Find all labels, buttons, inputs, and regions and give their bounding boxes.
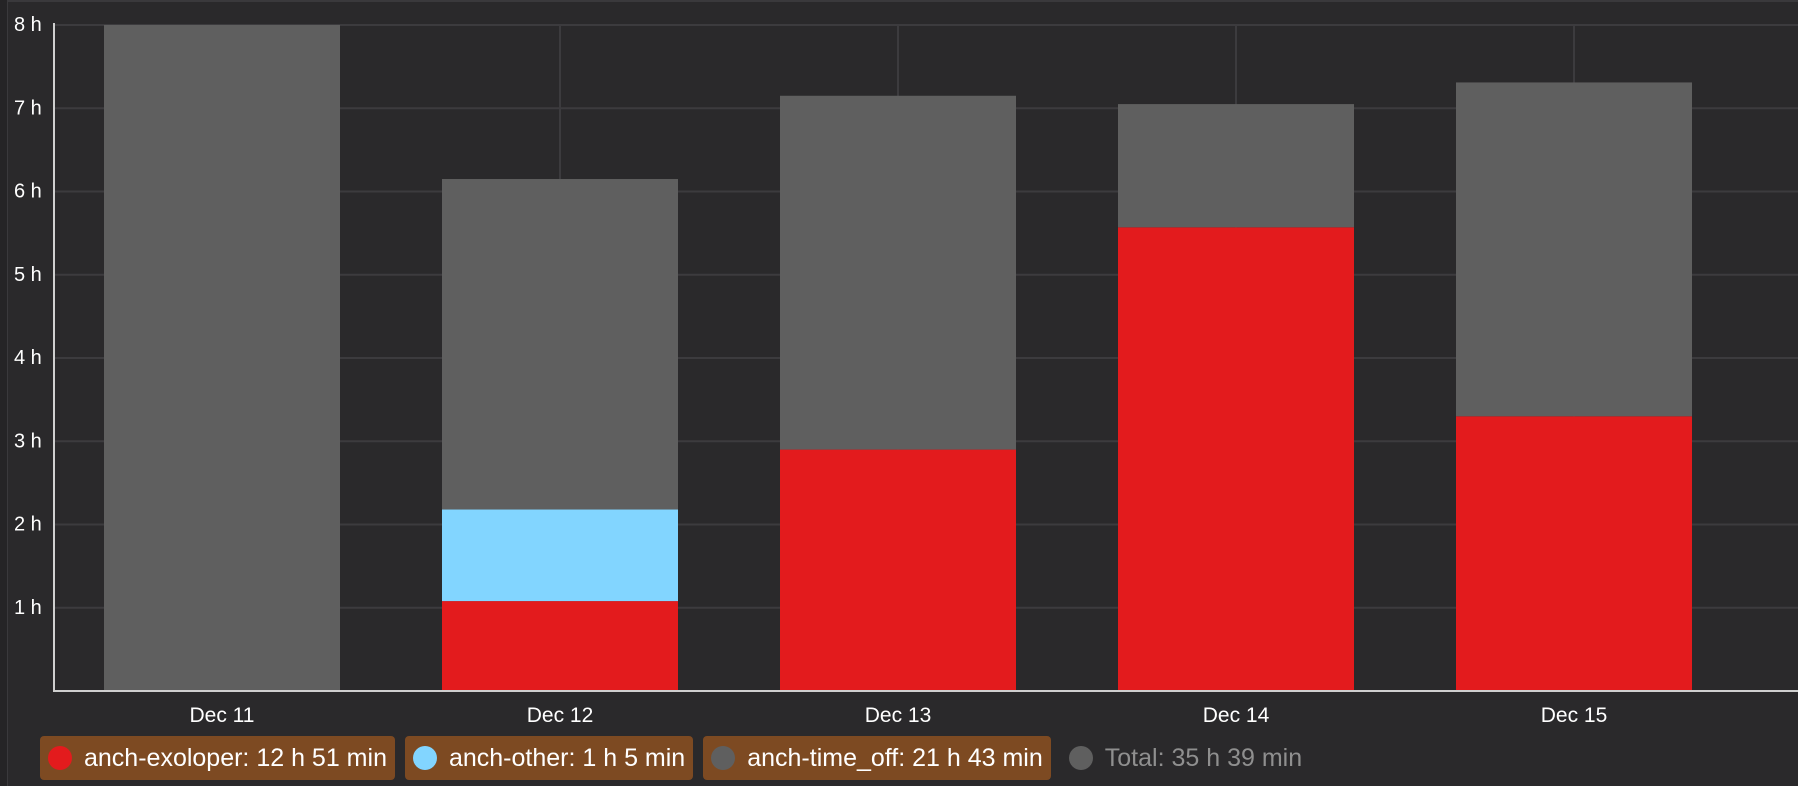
legend-label: anch-exoloper: 12 h 51 min bbox=[84, 743, 387, 772]
legend-item[interactable]: anch-time_off: 21 h 43 min bbox=[703, 736, 1051, 780]
legend-dot-icon bbox=[1068, 746, 1093, 770]
y-tick-label: 4 h bbox=[14, 347, 42, 369]
x-tick-label: Dec 14 bbox=[1203, 704, 1270, 727]
chart-labels: 1 h 2 h 3 h 4 h 5 h 6 h 7 h 8 h Dec 11 Dec 12 Dec … bbox=[14, 14, 1607, 727]
legend-item[interactable]: anch-other: 1 h 5 min bbox=[404, 736, 694, 780]
x-tick-label: Dec 12 bbox=[527, 704, 594, 727]
window-left-border bbox=[0, 0, 8, 786]
y-tick-label: 6 h bbox=[14, 181, 42, 203]
y-tick-label: 1 h bbox=[14, 597, 42, 619]
legend-dot-icon bbox=[711, 746, 736, 770]
chart-axes bbox=[53, 23, 1798, 692]
bar-segment-anch-exoloper[interactable] bbox=[780, 449, 1016, 691]
bar-segment-anch-other[interactable] bbox=[442, 509, 678, 602]
x-tick-label: Dec 11 bbox=[190, 704, 255, 727]
window-top-border bbox=[0, 0, 1798, 2]
bar-segment-anch-time_off[interactable] bbox=[442, 179, 678, 510]
legend-label: Total: 35 h 39 min bbox=[1104, 743, 1303, 772]
legend-dot-icon bbox=[412, 746, 437, 770]
legend-dot-icon bbox=[48, 746, 72, 770]
y-tick-label: 3 h bbox=[14, 430, 42, 452]
bar-segment-anch-exoloper[interactable] bbox=[442, 601, 678, 691]
x-tick-label: Dec 15 bbox=[1541, 704, 1608, 727]
legend-item[interactable]: Total: 35 h 39 min bbox=[1061, 736, 1310, 780]
y-tick-label: 7 h bbox=[14, 97, 42, 119]
bar-segment-anch-exoloper[interactable] bbox=[1456, 416, 1692, 691]
legend-label: anch-time_off: 21 h 43 min bbox=[747, 743, 1043, 772]
y-tick-label: 5 h bbox=[14, 264, 42, 286]
y-tick-label: 2 h bbox=[14, 514, 42, 536]
legend-label: anch-other: 1 h 5 min bbox=[448, 743, 686, 772]
x-tick-label: Dec 13 bbox=[865, 704, 932, 727]
bar-segment-anch-exoloper[interactable] bbox=[1118, 227, 1354, 692]
legend-item[interactable]: anch-exoloper: 12 h 51 min bbox=[40, 736, 395, 780]
y-tick-label: 8 h bbox=[14, 14, 42, 36]
stacked-bar-chart: 1 h 2 h 3 h 4 h 5 h 6 h 7 h 8 h Dec 11 Dec 12 Dec … bbox=[14, 14, 1798, 727]
bar-segment-anch-time_off[interactable] bbox=[1456, 82, 1692, 417]
bar-segment-anch-time_off[interactable] bbox=[104, 25, 340, 691]
chart-legend: anch-exoloper: 12 h 51 min anch-other: 1 … bbox=[40, 735, 1310, 781]
bar-segment-anch-time_off[interactable] bbox=[780, 95, 1016, 450]
bar-segment-anch-time_off[interactable] bbox=[1118, 104, 1354, 228]
chart-bars bbox=[104, 25, 1692, 692]
